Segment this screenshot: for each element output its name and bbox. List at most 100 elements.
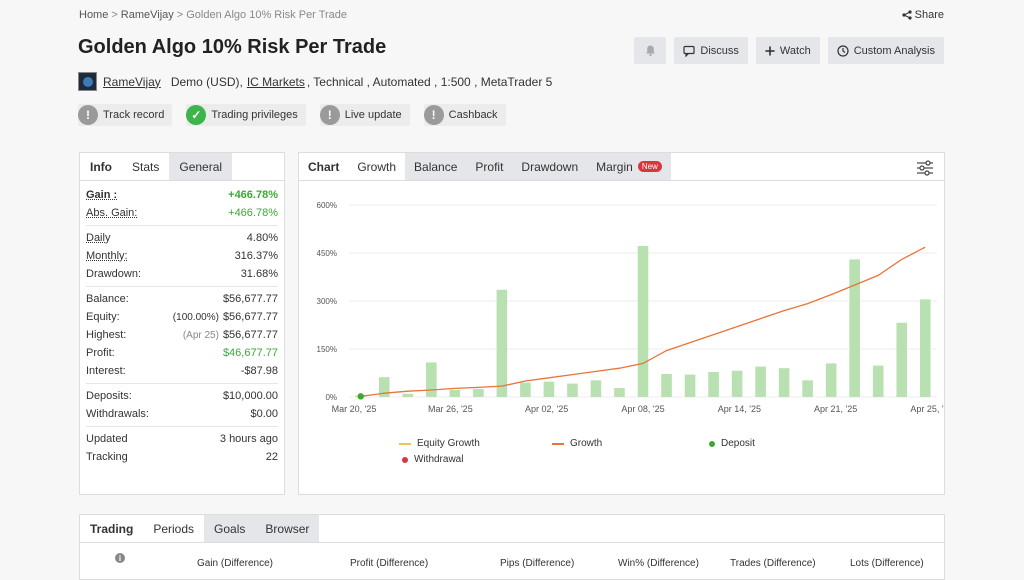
account-type: Demo (USD), xyxy=(170,74,243,89)
badge-label: Track record xyxy=(103,109,165,121)
x-tick-label: Apr 08, '25 xyxy=(621,404,664,414)
column-header[interactable]: Gain (Difference) xyxy=(197,558,273,569)
badge-label: Cashback xyxy=(448,109,498,121)
y-tick-label: 0% xyxy=(325,393,337,402)
page-title: Golden Algo 10% Risk Per Trade xyxy=(78,36,387,58)
custom-analysis-button[interactable]: Custom Analysis xyxy=(827,37,944,64)
column-header[interactable]: Win% (Difference) xyxy=(618,558,699,569)
x-tick-label: Mar 20, '25 xyxy=(332,404,377,414)
share-button[interactable]: Share xyxy=(902,9,944,21)
info-tabs: Info Stats General xyxy=(80,153,284,181)
y-tick-label: 600% xyxy=(317,201,337,210)
tab-goals[interactable]: Goals xyxy=(204,515,256,542)
tracking-value: 22 xyxy=(265,451,278,463)
updated-label: Updated xyxy=(86,433,128,445)
badge-trading-privileges[interactable]: ✓ Trading privileges xyxy=(186,104,306,126)
exclamation-icon: ! xyxy=(78,105,98,125)
growth-bar xyxy=(684,374,696,397)
column-header[interactable]: Profit (Difference) xyxy=(350,558,429,569)
breadcrumb-user[interactable]: RameVijay xyxy=(120,9,174,21)
account-details: , Technical , Automated , 1:500 , MetaTr… xyxy=(306,74,553,89)
tab-periods[interactable]: Periods xyxy=(143,515,205,542)
tab-margin[interactable]: Margin New xyxy=(587,153,671,180)
stat-row: Balance: $56,677.77 xyxy=(86,290,278,308)
exclamation-icon: ! xyxy=(319,105,340,125)
tab-browser[interactable]: Browser xyxy=(255,515,320,542)
y-tick-label: 150% xyxy=(317,345,337,354)
stat-row: Interest: -$87.98 xyxy=(86,362,278,380)
tab-info[interactable]: Info xyxy=(80,153,122,180)
tab-chart[interactable]: Chart xyxy=(299,153,349,180)
withdrawals-label: Withdrawals: xyxy=(86,408,149,420)
abs-gain-label[interactable]: Abs. Gain: xyxy=(86,207,138,219)
growth-bar xyxy=(614,388,625,397)
badge-live-update[interactable]: ! Live update xyxy=(319,104,410,126)
legend-equity-growth[interactable]: Equity Growth xyxy=(399,438,480,449)
monthly-label[interactable]: Monthly: xyxy=(86,250,128,262)
stat-row: Withdrawals: $0.00 xyxy=(86,405,278,423)
chart-panel: Chart Growth Balance Profit Drawdown Mar… xyxy=(298,152,945,495)
equity-label: Equity: xyxy=(86,311,120,323)
x-tick-label: Apr 25, '25 xyxy=(910,404,944,414)
stat-row: Highest: (Apr 25) $56,677.77 xyxy=(86,326,278,344)
discuss-button[interactable]: Discuss xyxy=(674,37,748,64)
stat-row: Daily 4.80% xyxy=(86,229,278,247)
badge-cashback[interactable]: ! Cashback xyxy=(423,104,506,126)
gain-value: +466.78% xyxy=(228,189,278,201)
column-header[interactable]: Lots (Difference) xyxy=(850,558,924,569)
info-icon[interactable]: i xyxy=(115,553,125,563)
share-icon xyxy=(902,10,912,20)
legend-deposit[interactable]: Deposit xyxy=(709,438,755,449)
stat-row: Profit: $46,677.77 xyxy=(86,344,278,362)
column-header[interactable]: Pips (Difference) xyxy=(500,558,575,569)
growth-bar xyxy=(825,363,837,397)
growth-bar xyxy=(778,368,790,397)
growth-bar xyxy=(378,377,390,397)
growth-bar xyxy=(637,245,649,397)
growth-bar xyxy=(543,381,555,397)
tab-stats[interactable]: Stats xyxy=(122,153,170,180)
account-meta: RameVijay Demo (USD), IC Markets , Techn… xyxy=(78,72,552,91)
tab-drawdown[interactable]: Drawdown xyxy=(512,153,588,180)
verification-badges: ! Track record ✓ Trading privileges ! Li… xyxy=(78,104,506,126)
column-header[interactable]: Trades (Difference) xyxy=(730,558,816,569)
highest-value: $56,677.77 xyxy=(222,329,278,341)
interest-label: Interest: xyxy=(86,365,126,377)
trading-panel: Trading Periods Goals Browser i Gain (Di… xyxy=(79,514,945,580)
badge-track-record[interactable]: ! Track record xyxy=(78,104,173,126)
updated-value: 3 hours ago xyxy=(219,433,278,445)
highest-label: Highest: xyxy=(86,329,127,341)
settings-sliders-icon[interactable] xyxy=(916,160,934,176)
notify-button[interactable] xyxy=(634,37,667,64)
avatar[interactable] xyxy=(78,72,97,91)
breadcrumb-current: Golden Algo 10% Risk Per Trade xyxy=(186,9,348,21)
new-badge: New xyxy=(637,161,662,172)
gain-label[interactable]: Gain : xyxy=(86,189,118,201)
growth-chart[interactable]: 600% 450% 300% 150% 0% Mar 20, '25 Mar 26, '25… xyxy=(299,181,944,431)
tab-trading[interactable]: Trading xyxy=(80,515,144,542)
tab-general[interactable]: General xyxy=(169,153,233,180)
daily-label[interactable]: Daily xyxy=(86,232,111,244)
username-link[interactable]: RameVijay xyxy=(103,74,161,89)
broker-link[interactable]: IC Markets xyxy=(246,74,305,89)
legend-label: Deposit xyxy=(721,438,755,449)
breadcrumb-separator: > xyxy=(176,9,184,21)
legend-growth[interactable]: Growth xyxy=(552,438,602,449)
growth-bar xyxy=(473,389,484,397)
tab-profit[interactable]: Profit xyxy=(466,153,513,180)
deposit-marker xyxy=(357,393,364,400)
watch-button[interactable]: Watch xyxy=(755,37,820,64)
stat-row: Gain : +466.78% xyxy=(86,186,278,204)
tab-balance[interactable]: Balance xyxy=(405,153,467,180)
legend-label: Growth xyxy=(570,438,603,449)
x-tick-label: Apr 14, '25 xyxy=(718,404,761,414)
tab-growth[interactable]: Growth xyxy=(348,153,406,180)
legend-withdrawal[interactable]: Withdrawal xyxy=(402,454,463,465)
growth-bar xyxy=(755,366,766,397)
breadcrumb-home[interactable]: Home xyxy=(79,9,109,21)
stat-row: Updated 3 hours ago xyxy=(86,430,278,448)
equity-note: (100.00%) xyxy=(172,312,219,323)
daily-value: 4.80% xyxy=(246,232,278,244)
abs-gain-value: +466.78% xyxy=(228,207,278,219)
trading-tabs: Trading Periods Goals Browser xyxy=(80,515,944,543)
